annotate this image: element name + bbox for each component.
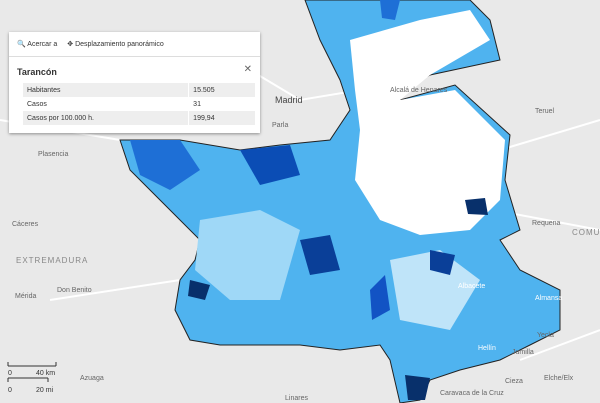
place-label: Jumilla [512, 349, 534, 356]
place-label: Almansa [535, 295, 562, 302]
field-value: 199,94 [188, 111, 256, 125]
low-cases-area [350, 10, 505, 235]
scale-label: 0 [8, 387, 12, 394]
field-name: Habitantes [23, 83, 190, 97]
scale-label: 0 [8, 370, 12, 377]
district [405, 375, 430, 400]
place-label: Madrid [275, 95, 303, 105]
place-label: Elche/Elx [544, 375, 574, 382]
zoom-to[interactable]: 🔍 Acercar a [17, 41, 58, 48]
scale-label: 20 mi [36, 387, 54, 394]
place-label: Yecla [537, 332, 554, 339]
place-label: Parla [272, 122, 288, 129]
place-label: Teruel [535, 108, 555, 115]
attribute-table: Habitantes 15.505 Casos 31 Casos por 100.0… [23, 83, 256, 125]
place-label: Azuaga [80, 375, 104, 382]
place-label: Linares [285, 395, 308, 402]
district [380, 0, 400, 20]
place-label: Cieza [505, 378, 523, 385]
place-label: Caravaca de la Cruz [440, 390, 504, 397]
district [240, 145, 300, 185]
zoom-to-label[interactable]: Acercar a [27, 41, 58, 48]
scale-bar: 0 40 km 0 20 mi [7, 362, 57, 394]
popup-title: Tarancón [17, 67, 57, 77]
pan-label[interactable]: Desplazamiento panorámico [75, 41, 164, 48]
place-label: Hellín [478, 345, 496, 352]
place-label: Albacete [458, 283, 485, 290]
district [188, 280, 210, 300]
district [465, 198, 488, 215]
district [195, 210, 300, 300]
field-value: 31 [188, 97, 256, 111]
place-label: Alcalá de Henares [390, 87, 448, 94]
field-value: 15.505 [188, 83, 256, 97]
district [390, 250, 480, 330]
place-label: Plasencia [38, 151, 68, 158]
scale-label: 40 km [36, 370, 55, 377]
close-button[interactable]: ✕ [243, 64, 252, 75]
field-name: Casos [23, 97, 190, 111]
place-label: Mérida [15, 293, 37, 300]
district [130, 140, 200, 190]
district [300, 235, 340, 275]
region-label: COMU VALEN [572, 228, 600, 237]
region-label: EXTREMADURA [16, 256, 88, 265]
place-label: Cáceres [12, 221, 39, 228]
district [370, 275, 390, 320]
place-label: Don Benito [57, 287, 92, 294]
district [430, 250, 455, 275]
popup-toolbar: 🔍 Acercar a ✥ Desplazamiento panorámico [9, 32, 260, 57]
pan[interactable]: ✥ Desplazamiento panorámico [67, 41, 164, 48]
place-label: Requena [532, 220, 561, 227]
popup: 🔍 Acercar a ✥ Desplazamiento panorámico … [9, 32, 260, 133]
field-name: Casos por 100.000 h. [23, 111, 190, 125]
